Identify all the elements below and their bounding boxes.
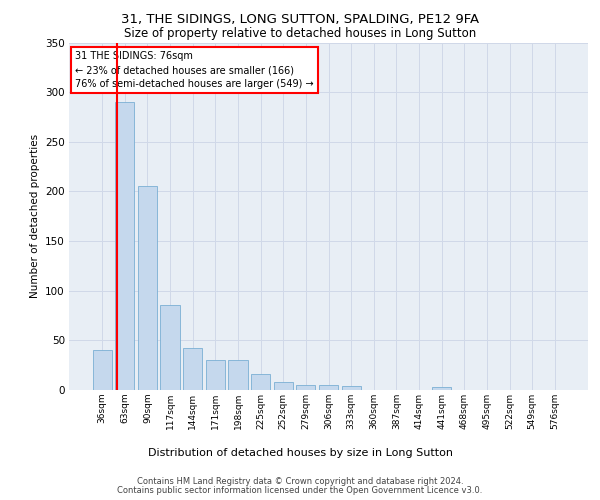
Text: Distribution of detached houses by size in Long Sutton: Distribution of detached houses by size … bbox=[148, 448, 452, 458]
Bar bbox=[319, 385, 338, 390]
Bar bbox=[251, 374, 270, 390]
Text: Contains public sector information licensed under the Open Government Licence v3: Contains public sector information licen… bbox=[118, 486, 482, 495]
Bar bbox=[206, 360, 225, 390]
Y-axis label: Number of detached properties: Number of detached properties bbox=[29, 134, 40, 298]
Bar bbox=[138, 186, 157, 390]
Bar bbox=[183, 348, 202, 390]
Text: Size of property relative to detached houses in Long Sutton: Size of property relative to detached ho… bbox=[124, 28, 476, 40]
Bar bbox=[229, 360, 248, 390]
Bar bbox=[160, 304, 180, 390]
Bar bbox=[92, 350, 112, 390]
Bar bbox=[341, 386, 361, 390]
Bar bbox=[432, 387, 451, 390]
Bar bbox=[296, 385, 316, 390]
Bar bbox=[115, 102, 134, 390]
Bar bbox=[274, 382, 293, 390]
Text: Contains HM Land Registry data © Crown copyright and database right 2024.: Contains HM Land Registry data © Crown c… bbox=[137, 477, 463, 486]
Text: 31 THE SIDINGS: 76sqm
← 23% of detached houses are smaller (166)
76% of semi-det: 31 THE SIDINGS: 76sqm ← 23% of detached … bbox=[75, 51, 314, 89]
Text: 31, THE SIDINGS, LONG SUTTON, SPALDING, PE12 9FA: 31, THE SIDINGS, LONG SUTTON, SPALDING, … bbox=[121, 12, 479, 26]
